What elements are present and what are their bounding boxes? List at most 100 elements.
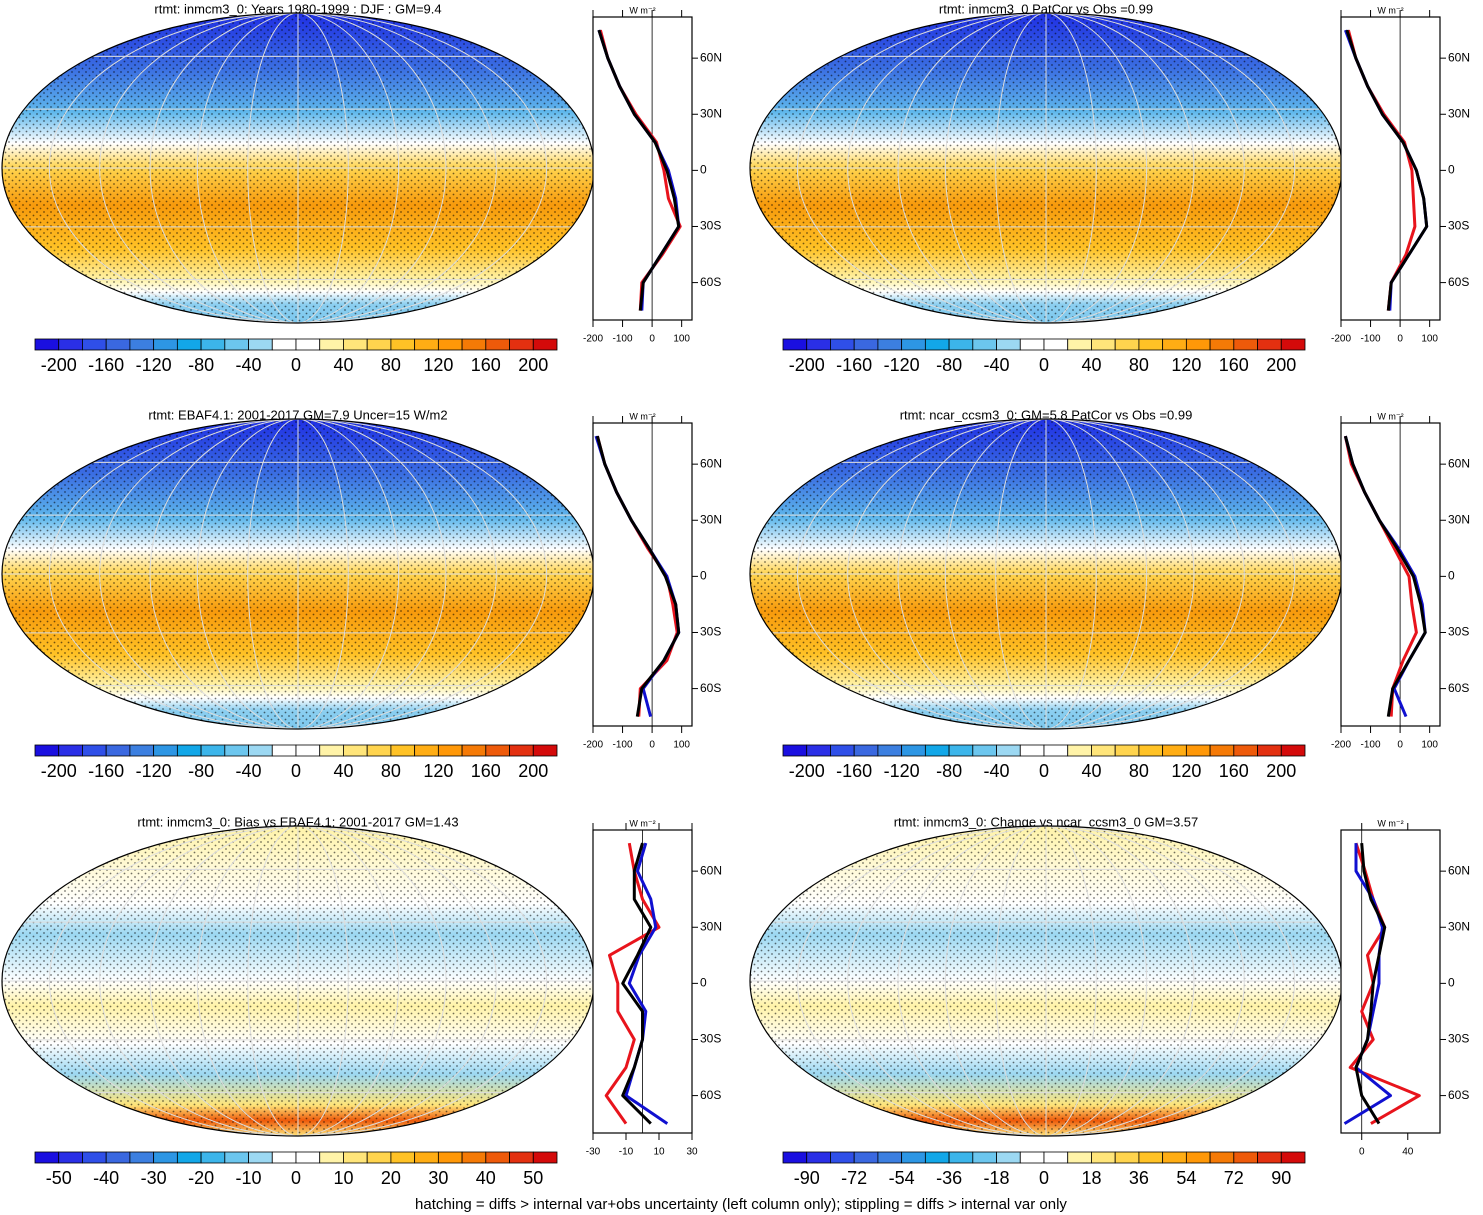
colorbar-box: [806, 338, 831, 351]
colorbar-label: 40: [333, 761, 353, 781]
colorbar-box: [853, 744, 879, 757]
x-tick-label: -200: [583, 334, 603, 345]
colorbar-box: [248, 1151, 273, 1164]
y-tick-label: 60S: [1448, 1088, 1469, 1102]
y-tick-label: 30S: [700, 625, 721, 639]
colorbar-label: 0: [291, 1168, 301, 1188]
colorbar-label: -160: [88, 761, 124, 781]
colorbar-box: [1043, 744, 1069, 757]
colorbar-label: -90: [794, 1168, 820, 1188]
colorbar-box: [901, 744, 926, 757]
colorbar-box: [82, 744, 107, 757]
y-tick-label: 30N: [700, 512, 722, 526]
colorbar-box: [1280, 1151, 1306, 1164]
panel-title: rtmt: EBAF4.1: 2001-2017 GM=7.9 Uncer=15…: [148, 407, 447, 422]
colorbar-box: [532, 744, 558, 757]
colorbar-label: -200: [789, 355, 825, 375]
colorbar-box: [200, 1151, 226, 1164]
colorbar-label: 120: [1171, 761, 1201, 781]
colorbar-label: -80: [936, 761, 962, 781]
colorbar-box: [948, 1151, 974, 1164]
colorbar-label: -40: [984, 761, 1010, 781]
colorbar-box: [1162, 744, 1187, 757]
x-tick-label: 100: [1421, 334, 1438, 345]
colorbar-box: [1162, 1151, 1187, 1164]
colorbar-box: [830, 338, 855, 351]
colorbar-label: -200: [789, 761, 825, 781]
colorbar-box: [948, 338, 974, 351]
colorbar-label: -40: [984, 355, 1010, 375]
colorbar-label: 40: [333, 355, 353, 375]
colorbar-box: [1233, 1151, 1258, 1164]
colorbar-label: 200: [518, 761, 548, 781]
profile-line: [595, 435, 681, 717]
y-tick-label: 60N: [700, 50, 722, 64]
colorbar-box: [782, 1151, 808, 1164]
colorbar-box: [1257, 1151, 1282, 1164]
colorbar-box: [1091, 744, 1116, 757]
colorbar-label: 200: [1266, 355, 1296, 375]
colorbar-label: 40: [476, 1168, 496, 1188]
colorbar-label: -200: [41, 761, 77, 781]
y-tick-label: 30N: [700, 106, 722, 120]
colorbar-label: 72: [1224, 1168, 1244, 1188]
x-tick-label: 0: [1397, 740, 1403, 751]
colorbar-label: 40: [1081, 355, 1101, 375]
unit-label: W m⁻²: [1377, 5, 1403, 15]
colorbar-box: [176, 338, 202, 351]
profile-line: [604, 842, 661, 1125]
colorbar-box: [1114, 1151, 1140, 1164]
colorbar-box: [271, 744, 297, 757]
y-tick-label: 60S: [700, 1088, 721, 1102]
colorbar-box: [1209, 744, 1235, 757]
colorbar-label: -54: [889, 1168, 915, 1188]
x-tick-label: -100: [1361, 334, 1381, 345]
colorbar-box: [34, 744, 60, 757]
colorbar-box: [366, 338, 392, 351]
colorbar-label: 0: [291, 355, 301, 375]
colorbar-label: 120: [423, 355, 453, 375]
colorbar-box: [485, 1151, 510, 1164]
colorbar-box: [924, 338, 950, 351]
y-tick-label: 30S: [700, 219, 721, 233]
colorbar-box: [948, 744, 974, 757]
y-tick-label: 30N: [1448, 919, 1470, 933]
y-tick-label: 60N: [1448, 456, 1470, 470]
colorbar-box: [1162, 338, 1187, 351]
colorbar-box: [1185, 1151, 1211, 1164]
colorbar-box: [1067, 338, 1092, 351]
colorbar-box: [105, 744, 131, 757]
x-tick-label: -200: [583, 740, 603, 751]
colorbar-label: 10: [333, 1168, 353, 1188]
colorbar-box: [1257, 744, 1282, 757]
colorbar-box: [437, 1151, 463, 1164]
colorbar-label: 80: [381, 355, 401, 375]
colorbar-label: 80: [1129, 355, 1149, 375]
y-tick-label: 0: [1448, 569, 1455, 583]
colorbar-box: [972, 1151, 997, 1164]
colorbar-label: -40: [93, 1168, 119, 1188]
y-tick-label: 60N: [1448, 50, 1470, 64]
colorbar-box: [877, 744, 903, 757]
y-tick-label: 60S: [1448, 681, 1469, 695]
colorbar-box: [461, 1151, 487, 1164]
colorbar-box: [509, 338, 534, 351]
colorbar-box: [461, 338, 487, 351]
colorbar-box: [853, 1151, 879, 1164]
colorbar-label: 90: [1271, 1168, 1291, 1188]
y-tick-label: 0: [700, 976, 707, 990]
map: [750, 13, 1342, 323]
colorbar-box: [1233, 744, 1258, 757]
colorbar-box: [34, 338, 60, 351]
colorbar-box: [830, 1151, 855, 1164]
caption: hatching = diffs > internal var+obs unce…: [415, 1196, 1067, 1213]
y-tick-label: 60S: [700, 275, 721, 289]
y-tick-label: 0: [700, 163, 707, 177]
colorbar-box: [996, 338, 1021, 351]
y-tick-label: 30S: [700, 1032, 721, 1046]
colorbar-label: -160: [836, 761, 872, 781]
profile-frame: [1340, 829, 1441, 1134]
colorbar-label: 20: [381, 1168, 401, 1188]
colorbar-box: [82, 1151, 107, 1164]
